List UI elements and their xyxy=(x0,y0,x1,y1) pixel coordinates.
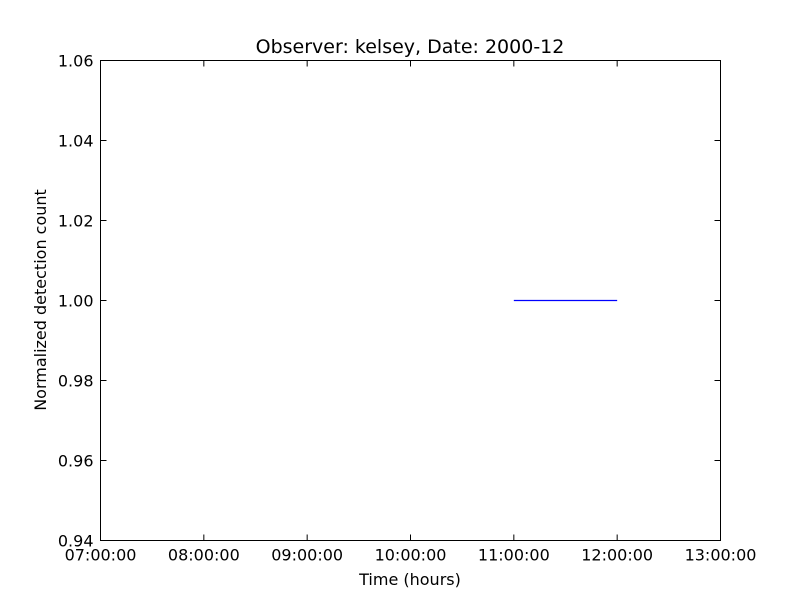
x-tick-label: 08:00:00 xyxy=(168,546,240,565)
x-tick-label: 09:00:00 xyxy=(271,546,343,565)
chart-title: Observer: kelsey, Date: 2000-12 xyxy=(256,36,565,58)
y-tick-label: 1.02 xyxy=(58,212,94,231)
x-tick-label: 13:00:00 xyxy=(685,546,757,565)
x-tick-label: 10:00:00 xyxy=(375,546,447,565)
y-tick-label: 1.04 xyxy=(58,132,94,151)
y-axis-ticks: 0.94 0.96 0.98 1.00 1.02 1.04 1.06 xyxy=(58,52,721,551)
x-axis-label: Time (hours) xyxy=(358,570,461,589)
x-tick-label: 11:00:00 xyxy=(478,546,550,565)
x-axis-ticks: 07:00:00 08:00:00 09:00:00 10:00:00 11:00:00… xyxy=(65,60,757,565)
x-tick-label: 12:00:00 xyxy=(581,546,653,565)
y-axis-label: Normalized detection count xyxy=(31,189,50,411)
y-tick-label: 1.06 xyxy=(58,52,94,71)
x-tick-label: 07:00:00 xyxy=(65,546,137,565)
y-tick-label: 0.96 xyxy=(58,452,94,471)
y-tick-label: 0.94 xyxy=(58,532,94,551)
y-tick-label: 0.98 xyxy=(58,372,94,391)
y-tick-label: 1.00 xyxy=(58,292,94,311)
plot-frame xyxy=(100,60,721,541)
